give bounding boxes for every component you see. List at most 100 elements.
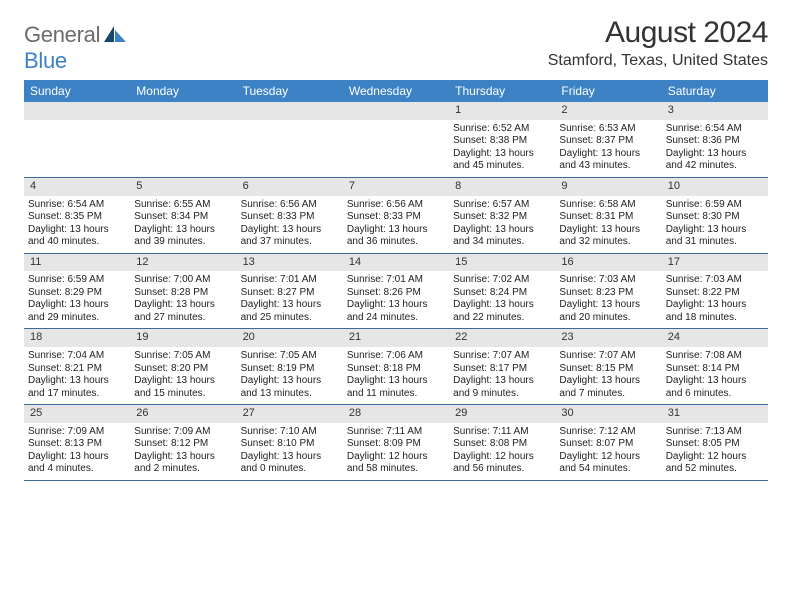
daylight-text: Daylight: 13 hours and 15 minutes. — [134, 375, 232, 400]
logo-text-general: General — [24, 22, 100, 47]
sunset-text: Sunset: 8:22 PM — [666, 287, 764, 300]
daylight-text: Daylight: 13 hours and 2 minutes. — [134, 451, 232, 476]
calendar-cell: 24 Sunrise: 7:08 AMSunset: 8:14 PMDayligh… — [662, 329, 768, 404]
daylight-text: Daylight: 13 hours and 37 minutes. — [241, 224, 339, 249]
day-number: 9 — [555, 178, 661, 196]
day-number: 31 — [662, 405, 768, 423]
sunrise-text: Sunrise: 7:05 AM — [241, 350, 339, 363]
sunrise-text: Sunrise: 6:57 AM — [453, 199, 551, 212]
calendar-cell: 17Sunrise: 7:03 AMSunset: 8:22 PMDayligh… — [662, 254, 768, 329]
day-number: 15 — [449, 254, 555, 272]
daylight-text: Daylight: 13 hours and 22 minutes. — [453, 299, 551, 324]
daylight-text: Daylight: 13 hours and 36 minutes. — [347, 224, 445, 249]
day-header: Monday — [130, 80, 236, 102]
sunset-text: Sunset: 8:21 PM — [28, 363, 126, 376]
sunset-text: Sunset: 8:27 PM — [241, 287, 339, 300]
sunset-text: Sunset: 8:18 PM — [347, 363, 445, 376]
calendar-cell: 12 Sunrise: 7:00 AMSunset: 8:28 PMDayligh… — [130, 254, 236, 329]
sunset-text: Sunset: 8:09 PM — [347, 438, 445, 451]
calendar: Sunday Monday Tuesday Wednesday Thursday… — [24, 80, 768, 481]
day-number: 13 — [237, 254, 343, 272]
daylight-text: Daylight: 13 hours and 32 minutes. — [559, 224, 657, 249]
sunset-text: Sunset: 8:05 PM — [666, 438, 764, 451]
calendar-cell: 25Sunrise: 7:09 AMSunset: 8:13 PMDayligh… — [24, 405, 130, 480]
sunrise-text: Sunrise: 7:09 AM — [28, 426, 126, 439]
sunset-text: Sunset: 8:15 PM — [559, 363, 657, 376]
daylight-text: Daylight: 13 hours and 9 minutes. — [453, 375, 551, 400]
sunrise-text: Sunrise: 7:13 AM — [666, 426, 764, 439]
sunset-text: Sunset: 8:24 PM — [453, 287, 551, 300]
calendar-cell: 11Sunrise: 6:59 AMSunset: 8:29 PMDayligh… — [24, 254, 130, 329]
daylight-text: Daylight: 13 hours and 27 minutes. — [134, 299, 232, 324]
sunset-text: Sunset: 8:38 PM — [453, 135, 551, 148]
daylight-text: Daylight: 13 hours and 24 minutes. — [347, 299, 445, 324]
day-number: 24 — [662, 329, 768, 347]
logo-sail-icon — [104, 26, 126, 42]
day-number — [237, 102, 343, 120]
day-number: 29 — [449, 405, 555, 423]
calendar-cell: 8Sunrise: 6:57 AMSunset: 8:32 PMDaylight… — [449, 178, 555, 253]
daylight-text: Daylight: 13 hours and 17 minutes. — [28, 375, 126, 400]
sunrise-text: Sunrise: 7:08 AM — [666, 350, 764, 363]
sunset-text: Sunset: 8:28 PM — [134, 287, 232, 300]
sunrise-text: Sunrise: 7:00 AM — [134, 274, 232, 287]
calendar-cell: 28Sunrise: 7:11 AMSunset: 8:09 PMDayligh… — [343, 405, 449, 480]
day-number: 1 — [449, 102, 555, 120]
day-number: 10 — [662, 178, 768, 196]
calendar-cell: 23Sunrise: 7:07 AMSunset: 8:15 PMDayligh… — [555, 329, 661, 404]
day-number: 11 — [24, 254, 130, 272]
day-number: 19 — [130, 329, 236, 347]
calendar-cell: 9 Sunrise: 6:58 AMSunset: 8:31 PMDaylight… — [555, 178, 661, 253]
day-header: Saturday — [662, 80, 768, 102]
calendar-cell: 30Sunrise: 7:12 AMSunset: 8:07 PMDayligh… — [555, 405, 661, 480]
sunset-text: Sunset: 8:37 PM — [559, 135, 657, 148]
sunrise-text: Sunrise: 6:55 AM — [134, 199, 232, 212]
calendar-week: 18Sunrise: 7:04 AMSunset: 8:21 PMDayligh… — [24, 329, 768, 405]
sunrise-text: Sunrise: 7:01 AM — [347, 274, 445, 287]
daylight-text: Daylight: 13 hours and 40 minutes. — [28, 224, 126, 249]
sunset-text: Sunset: 8:17 PM — [453, 363, 551, 376]
sunrise-text: Sunrise: 6:52 AM — [453, 123, 551, 136]
calendar-cell: 7Sunrise: 6:56 AMSunset: 8:33 PMDaylight… — [343, 178, 449, 253]
calendar-cell — [24, 102, 130, 177]
calendar-cell: 3Sunrise: 6:54 AMSunset: 8:36 PMDaylight… — [662, 102, 768, 177]
daylight-text: Daylight: 13 hours and 4 minutes. — [28, 451, 126, 476]
sunset-text: Sunset: 8:13 PM — [28, 438, 126, 451]
day-number: 20 — [237, 329, 343, 347]
sunrise-text: Sunrise: 7:05 AM — [134, 350, 232, 363]
day-number: 28 — [343, 405, 449, 423]
sunrise-text: Sunrise: 7:03 AM — [666, 274, 764, 287]
sunrise-text: Sunrise: 7:04 AM — [28, 350, 126, 363]
sunset-text: Sunset: 8:30 PM — [666, 211, 764, 224]
day-number: 26 — [130, 405, 236, 423]
sunset-text: Sunset: 8:31 PM — [559, 211, 657, 224]
calendar-cell: 26Sunrise: 7:09 AMSunset: 8:12 PMDayligh… — [130, 405, 236, 480]
sunset-text: Sunset: 8:29 PM — [28, 287, 126, 300]
sunrise-text: Sunrise: 6:59 AM — [28, 274, 126, 287]
calendar-cell: 20Sunrise: 7:05 AMSunset: 8:19 PMDayligh… — [237, 329, 343, 404]
daylight-text: Daylight: 13 hours and 7 minutes. — [559, 375, 657, 400]
daylight-text: Daylight: 12 hours and 54 minutes. — [559, 451, 657, 476]
calendar-cell: 2Sunrise: 6:53 AMSunset: 8:37 PMDaylight… — [555, 102, 661, 177]
sunset-text: Sunset: 8:12 PM — [134, 438, 232, 451]
daylight-text: Daylight: 13 hours and 42 minutes. — [666, 148, 764, 173]
sunrise-text: Sunrise: 6:53 AM — [559, 123, 657, 136]
day-number: 7 — [343, 178, 449, 196]
sunrise-text: Sunrise: 7:01 AM — [241, 274, 339, 287]
title-block: August 2024 Stamford, Texas, United Stat… — [548, 16, 768, 70]
day-header: Wednesday — [343, 80, 449, 102]
sunset-text: Sunset: 8:10 PM — [241, 438, 339, 451]
sunrise-text: Sunrise: 6:58 AM — [559, 199, 657, 212]
calendar-cell: 14Sunrise: 7:01 AMSunset: 8:26 PMDayligh… — [343, 254, 449, 329]
sunset-text: Sunset: 8:14 PM — [666, 363, 764, 376]
daylight-text: Daylight: 13 hours and 6 minutes. — [666, 375, 764, 400]
calendar-cell: 21Sunrise: 7:06 AMSunset: 8:18 PMDayligh… — [343, 329, 449, 404]
sunrise-text: Sunrise: 7:03 AM — [559, 274, 657, 287]
day-number: 12 — [130, 254, 236, 272]
calendar-cell — [130, 102, 236, 177]
sunset-text: Sunset: 8:08 PM — [453, 438, 551, 451]
logo: General Blue — [24, 22, 126, 74]
sunset-text: Sunset: 8:23 PM — [559, 287, 657, 300]
day-number: 2 — [555, 102, 661, 120]
day-header: Friday — [555, 80, 661, 102]
